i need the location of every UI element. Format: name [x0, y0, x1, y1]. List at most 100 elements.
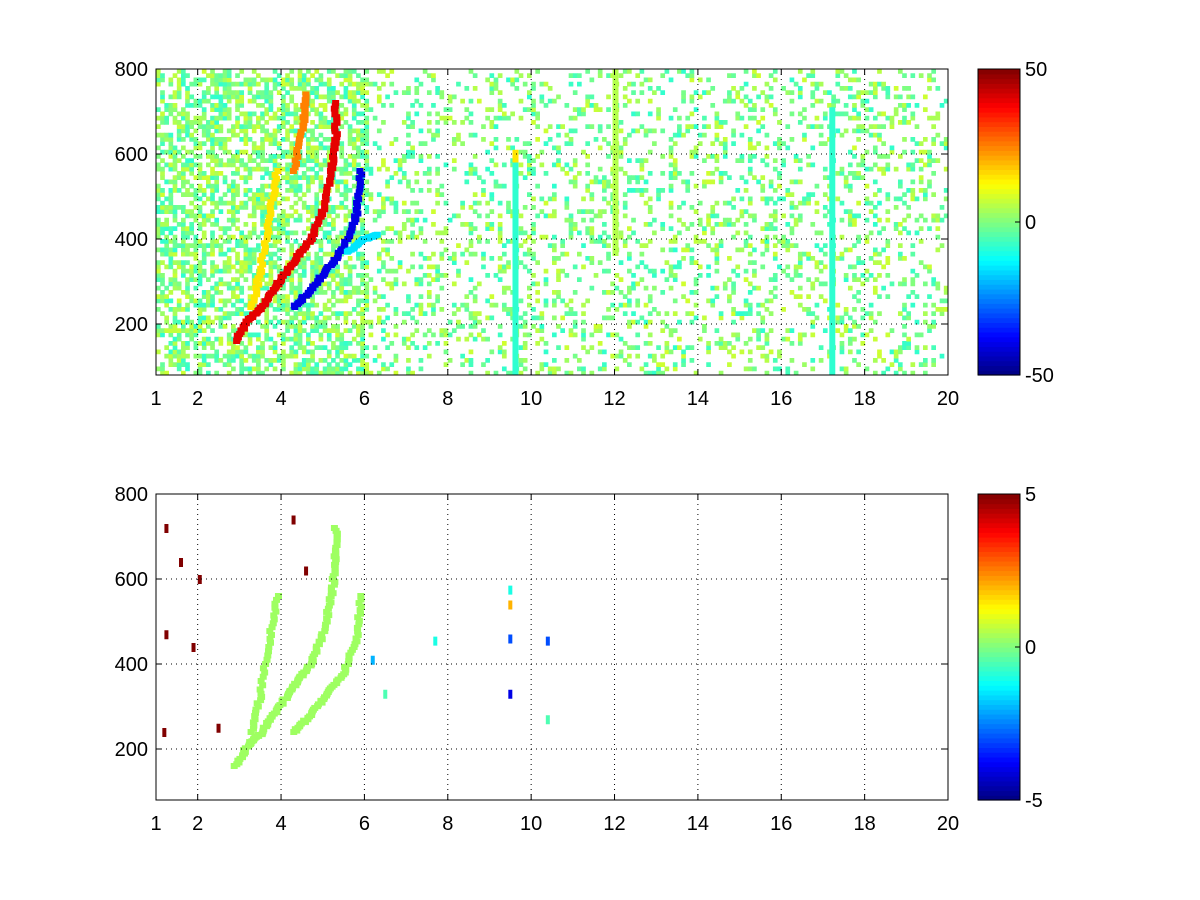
heatmap-cell — [243, 77, 249, 83]
heatmap-cell — [531, 171, 536, 176]
heatmap-cell — [160, 98, 165, 104]
heatmap-cell — [356, 332, 361, 338]
heatmap-trace-cell — [332, 100, 340, 106]
heatmap-cell — [481, 328, 486, 333]
heatmap-cell — [585, 141, 591, 146]
heatmap-cell — [727, 94, 732, 100]
heatmap-trace-cell — [357, 603, 365, 610]
heatmap-cell — [552, 162, 557, 168]
heatmap-cell — [289, 86, 295, 91]
heatmap-cell — [589, 77, 595, 83]
heatmap-cell — [172, 149, 178, 155]
heatmap-cell — [172, 226, 178, 231]
heatmap-cell — [622, 205, 628, 210]
heatmap-cell — [647, 171, 653, 176]
heatmap-cell — [289, 315, 295, 321]
heatmap-cell — [764, 98, 770, 104]
heatmap-cell — [910, 137, 916, 142]
heatmap-cell — [210, 345, 215, 350]
heatmap-cell — [247, 81, 253, 87]
heatmap-cell — [160, 200, 165, 206]
heatmap-cell — [206, 154, 211, 159]
heatmap-cell — [206, 370, 211, 375]
heatmap-cell — [335, 324, 340, 329]
heatmap-cell — [885, 90, 891, 95]
heatmap-cell — [351, 145, 357, 151]
heatmap-cell — [164, 264, 170, 270]
heatmap-cell — [897, 311, 903, 316]
heatmap-cell — [789, 341, 795, 346]
heatmap-cell — [306, 251, 311, 257]
heatmap-cell — [243, 205, 249, 210]
colorbar-step — [978, 135, 1020, 142]
heatmap-cell — [531, 324, 536, 329]
heatmap-cell — [339, 341, 345, 346]
heatmap-cell — [247, 77, 253, 83]
heatmap-cell — [231, 158, 236, 163]
heatmap-cell — [501, 243, 507, 248]
heatmap-cell — [677, 205, 682, 210]
heatmap-cell — [181, 226, 186, 231]
heatmap-cell — [760, 188, 766, 193]
heatmap-cell — [472, 132, 478, 138]
heatmap-cell — [256, 192, 261, 197]
heatmap-cell — [631, 281, 636, 287]
heatmap-cell — [627, 226, 632, 231]
heatmap-cell — [627, 158, 632, 163]
heatmap-cell — [268, 98, 274, 104]
heatmap-cell — [418, 81, 424, 87]
heatmap-cell — [468, 69, 474, 74]
heatmap-cell — [710, 230, 716, 236]
heatmap-cell — [251, 141, 257, 146]
heatmap-cell — [256, 120, 261, 125]
heatmap-cell — [468, 226, 474, 231]
heatmap-cell — [360, 264, 365, 270]
heatmap-cell — [314, 137, 320, 142]
heatmap-cell — [568, 213, 574, 219]
heatmap-cell — [922, 137, 928, 142]
heatmap-cell — [493, 179, 499, 185]
heatmap-cell — [476, 234, 482, 240]
heatmap-cell — [314, 200, 320, 206]
heatmap-cell — [772, 251, 778, 257]
heatmap-cell — [877, 273, 882, 278]
heatmap-cell — [514, 77, 520, 83]
heatmap-cell — [602, 175, 607, 180]
heatmap-cell — [777, 175, 782, 180]
heatmap-cell — [768, 298, 774, 304]
heatmap-trace-cell — [321, 199, 329, 206]
heatmap-cell — [181, 264, 186, 270]
heatmap-cell — [668, 349, 674, 355]
heatmap-cell — [902, 73, 907, 78]
heatmap-cell — [606, 94, 611, 100]
heatmap-cell — [210, 196, 215, 202]
colorbar-step — [978, 293, 1020, 300]
heatmap-cell — [293, 239, 299, 244]
heatmap-cell — [360, 358, 365, 363]
heatmap-cell — [643, 158, 649, 163]
heatmap-cell — [443, 341, 449, 346]
heatmap-cell — [164, 239, 170, 244]
heatmap-cell — [426, 341, 432, 346]
heatmap-cell — [381, 247, 386, 253]
heatmap-cell — [489, 107, 495, 112]
heatmap-cell — [264, 324, 270, 329]
heatmap-cell — [293, 336, 299, 342]
heatmap-cell — [818, 268, 824, 274]
heatmap-cell — [543, 213, 549, 219]
heatmap-cell — [206, 362, 211, 367]
heatmap-cell — [176, 336, 182, 342]
heatmap-cell — [268, 358, 274, 363]
heatmap-cell — [247, 175, 253, 180]
heatmap-cell — [585, 171, 591, 176]
heatmap-cell — [176, 353, 182, 359]
heatmap-cell — [672, 171, 678, 176]
heatmap-cell — [235, 158, 240, 163]
heatmap-cell — [343, 166, 349, 172]
heatmap-cell — [181, 349, 186, 355]
heatmap-cell — [197, 222, 203, 227]
heatmap-cell — [276, 162, 282, 168]
heatmap-cell — [306, 362, 311, 367]
heatmap-trace-cell — [355, 175, 363, 182]
